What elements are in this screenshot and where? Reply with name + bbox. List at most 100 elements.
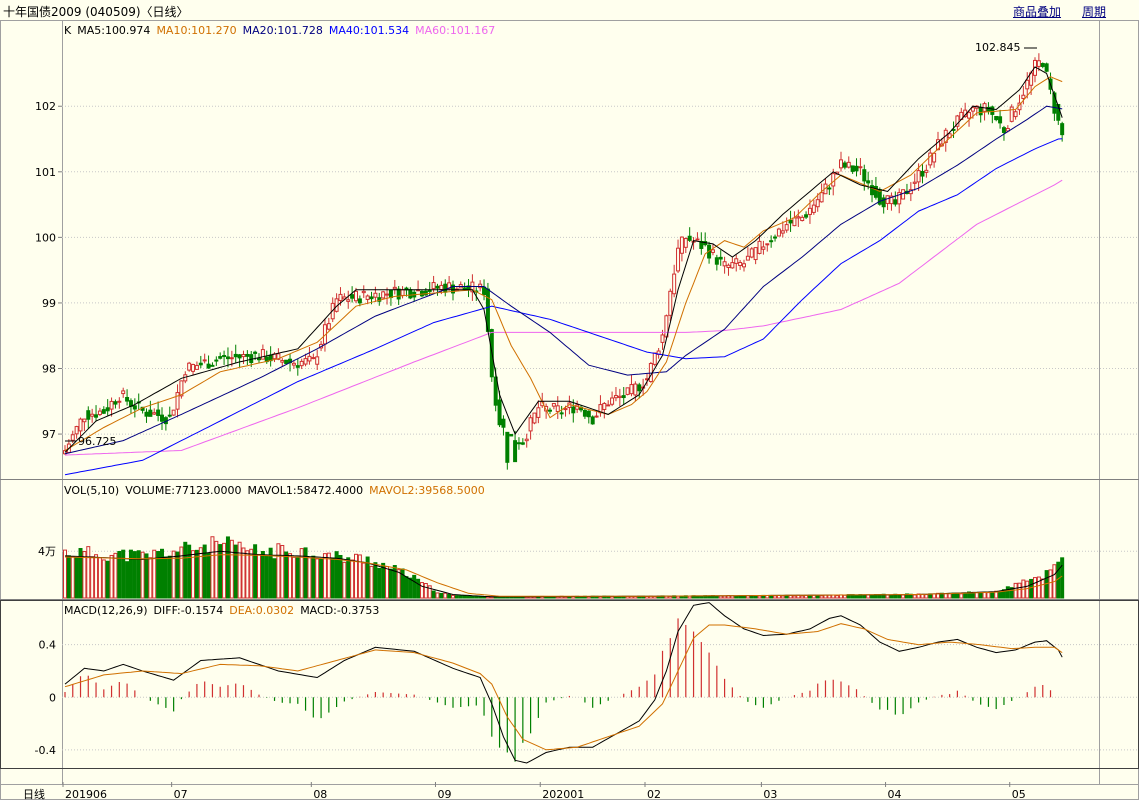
volume-bar — [773, 595, 778, 599]
candle-body — [225, 356, 230, 360]
candle-body — [582, 409, 587, 417]
volume-bar — [1009, 587, 1014, 599]
candle-body — [978, 106, 983, 116]
high-annotation: 102.845 — [975, 41, 1021, 54]
volume-bar — [179, 546, 184, 599]
candle-body — [858, 166, 863, 169]
title-bar: 十年国债2009 (040509)〈日线〉 商品叠加 周期 — [0, 0, 1139, 21]
volume-bar — [206, 552, 211, 599]
candle-body — [400, 289, 405, 296]
x-tick-label: 07 — [174, 788, 188, 800]
candle-body — [233, 353, 238, 358]
volume-bar — [885, 594, 890, 599]
volume-bar — [695, 595, 700, 599]
volume-bar — [319, 558, 324, 599]
candle-body — [260, 349, 265, 360]
volume-bar — [66, 555, 71, 599]
candle-body — [633, 383, 638, 396]
volume-bar — [734, 595, 739, 599]
volume-bar — [862, 594, 867, 599]
candle-body — [827, 187, 832, 190]
volume-bar — [128, 549, 133, 599]
candle-body — [897, 192, 902, 205]
volume-bar — [237, 541, 242, 599]
candle-body — [548, 409, 552, 412]
volume-bar — [113, 552, 118, 599]
volume-bar — [214, 540, 219, 599]
candle-body — [765, 243, 770, 246]
candle-body — [1056, 103, 1061, 121]
candle-body — [773, 236, 778, 239]
candle-body — [439, 284, 444, 291]
candle-body — [559, 412, 564, 415]
overlay-commodity-button[interactable]: 商品叠加 — [1013, 5, 1062, 19]
volume-bar — [241, 547, 246, 599]
volume-bar — [171, 550, 176, 599]
low-annotation: 96.725 — [78, 435, 117, 448]
candle-body — [435, 285, 440, 289]
volume-bar — [194, 549, 199, 599]
candle-body — [990, 106, 995, 115]
candle-body — [606, 404, 611, 407]
volume-bar — [423, 583, 428, 599]
candle-body — [815, 199, 820, 208]
candle-body — [369, 296, 374, 300]
candle-body — [357, 298, 362, 304]
candle-body — [1005, 127, 1010, 132]
candle-body — [509, 433, 514, 437]
volume-bar — [458, 595, 463, 599]
ma40-line — [64, 138, 1063, 476]
volume-bar — [400, 568, 405, 599]
candle-body — [505, 431, 510, 463]
candle-body — [1044, 63, 1049, 72]
mavol2-line — [64, 554, 1063, 597]
period-button[interactable]: 周期 — [1082, 5, 1107, 19]
candle-body — [912, 181, 917, 184]
candle-body — [326, 323, 331, 330]
price-legend-item: MA10:101.270 — [156, 24, 236, 37]
volume-bar — [769, 595, 774, 599]
candle-body — [804, 214, 809, 218]
candle-body — [528, 417, 533, 432]
candle-body — [932, 152, 937, 163]
volume-bar — [373, 562, 378, 599]
candle-body — [513, 440, 518, 463]
volume-bar — [357, 554, 362, 599]
volume-bar — [385, 566, 390, 599]
volume-bar — [303, 547, 308, 599]
candle-body — [672, 273, 677, 295]
volume-bar — [897, 594, 902, 599]
candle-body — [928, 152, 933, 166]
candle-body — [493, 376, 498, 406]
volume-bar — [792, 595, 797, 599]
volume-bar — [416, 578, 421, 599]
candle-body — [82, 418, 87, 423]
volume-bar — [431, 590, 436, 599]
price-tick-label: 97 — [42, 428, 56, 441]
volume-bar — [749, 595, 754, 599]
stock-chart[interactable]: 97 98 99 100 101 102 4万 0.4 0 -0.4 日线 201906 07 08 09 2… — [0, 20, 1139, 800]
x-tick-label: 09 — [437, 788, 451, 800]
candle-body — [807, 207, 812, 215]
volume-bar — [1017, 582, 1022, 599]
candle-body — [769, 240, 774, 243]
volume-bar — [718, 595, 723, 599]
macd-tick-label: 0.4 — [39, 639, 57, 652]
volume-bar — [866, 594, 871, 599]
volume-bar — [901, 594, 906, 599]
volume-bar — [361, 562, 366, 599]
volume-bar — [377, 567, 382, 599]
candle-body — [652, 352, 657, 365]
macd-legend-item: DEA:0.0302 — [229, 604, 294, 617]
candle-body — [742, 263, 746, 268]
volume-bar — [412, 574, 417, 599]
volume-bar — [970, 592, 975, 599]
candle-body — [443, 283, 448, 293]
volume-bar — [191, 550, 196, 599]
candle-body — [179, 380, 184, 397]
candle-body — [202, 359, 207, 362]
candle-body — [893, 199, 898, 205]
volume-bar — [136, 550, 141, 599]
candle-body — [501, 418, 506, 428]
volume-bar — [435, 592, 440, 599]
